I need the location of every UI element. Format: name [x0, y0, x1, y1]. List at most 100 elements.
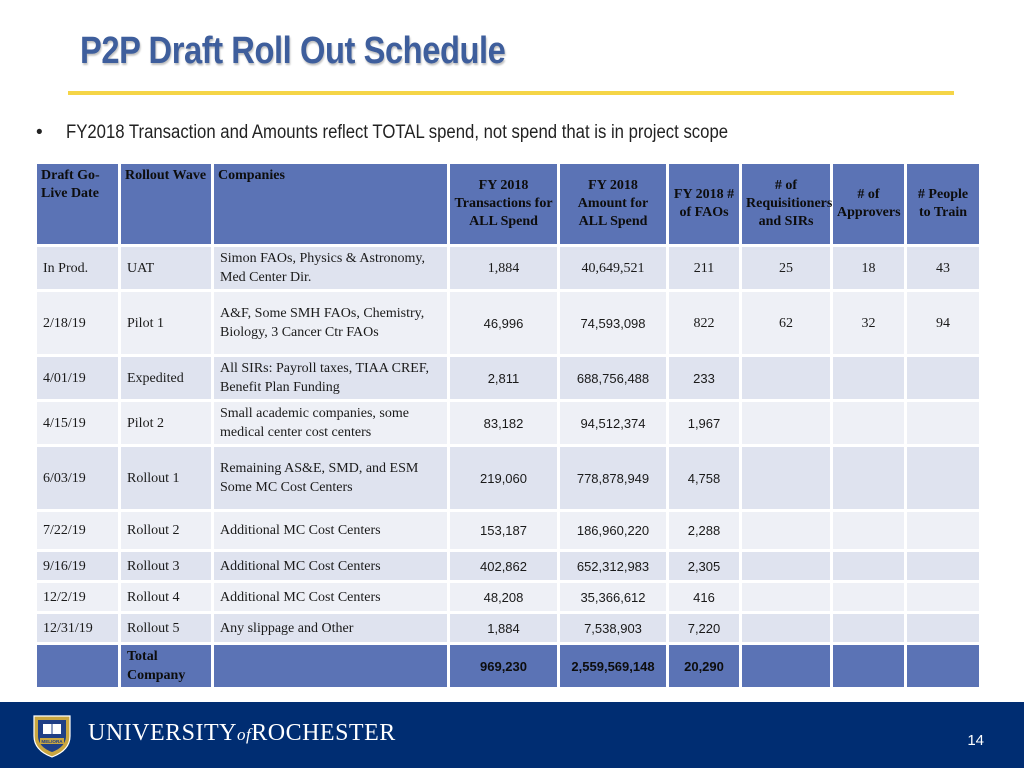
cell-total-label: Total Company [121, 645, 211, 687]
header-fy2018-amount: FY 2018 Amount for ALL Spend [560, 164, 666, 244]
header-draft-go-live-date: Draft Go-Live Date [37, 164, 118, 244]
cell-date: 7/22/19 [37, 512, 118, 549]
header-fy2018-faos: FY 2018 # of FAOs [669, 164, 739, 244]
companies-line: Remaining AS&E, SMD, and ESM [220, 461, 419, 476]
cell-requisitioners [742, 512, 830, 549]
table-row: 9/16/19 Rollout 3 Additional MC Cost Cen… [37, 552, 979, 580]
header-requisitioners: # of Requisitioners and SIRs [742, 164, 832, 244]
cell-companies: All SIRs: Payroll taxes, TIAA CREF, Bene… [214, 357, 447, 399]
logo-of: of [237, 725, 252, 744]
university-logo-wordmark: UNIVERSITYofROCHESTER [88, 720, 396, 747]
cell-transactions: 402,862 [450, 552, 557, 580]
cell-people-to-train [907, 512, 979, 549]
rollout-schedule-table: Draft Go-Live Date Rollout Wave Companie… [34, 161, 982, 690]
seal-text: MELIORA [41, 739, 63, 744]
cell-people-to-train: 43 [907, 247, 979, 289]
cell-faos: 4,758 [669, 447, 739, 509]
cell-date: 2/18/19 [37, 292, 118, 354]
table-row: 4/01/19 Expedited All SIRs: Payroll taxe… [37, 357, 979, 399]
cell-transactions: 46,996 [450, 292, 557, 354]
cell-faos: 416 [669, 583, 739, 611]
cell-total-amount: 2,559,569,148 [560, 645, 666, 687]
cell-faos: 7,220 [669, 614, 739, 642]
cell-amount: 35,366,612 [560, 583, 666, 611]
cell-date: 4/15/19 [37, 402, 118, 444]
logo-part1: UNIVERSITY [88, 720, 237, 746]
cell-date: 6/03/19 [37, 447, 118, 509]
cell-amount: 94,512,374 [560, 402, 666, 444]
table-row: 12/2/19 Rollout 4 Additional MC Cost Cen… [37, 583, 979, 611]
cell-companies: Simon FAOs, Physics & Astronomy, Med Cen… [214, 247, 447, 289]
table-row: 6/03/19 Rollout 1 Remaining AS&E, SMD, a… [37, 447, 979, 509]
cell-amount: 7,538,903 [560, 614, 666, 642]
cell-total-empty [833, 645, 904, 687]
cell-approvers: 18 [833, 247, 904, 289]
cell-companies: Additional MC Cost Centers [214, 512, 447, 549]
bullet-icon: • [36, 122, 43, 143]
cell-total-empty [37, 645, 118, 687]
cell-transactions: 1,884 [450, 247, 557, 289]
cell-amount: 778,878,949 [560, 447, 666, 509]
cell-faos: 1,967 [669, 402, 739, 444]
bullet-point: • FY2018 Transaction and Amounts reflect … [36, 122, 818, 144]
cell-faos: 2,288 [669, 512, 739, 549]
header-fy2018-transactions: FY 2018 Transactions for ALL Spend [450, 164, 557, 244]
cell-amount: 40,649,521 [560, 247, 666, 289]
cell-faos: 822 [669, 292, 739, 354]
header-rollout-wave: Rollout Wave [121, 164, 211, 244]
cell-requisitioners [742, 614, 830, 642]
cell-requisitioners: 25 [742, 247, 830, 289]
table-row: 4/15/19 Pilot 2 Small academic companies… [37, 402, 979, 444]
cell-companies: Any slippage and Other [214, 614, 447, 642]
title-underline [68, 91, 954, 95]
cell-date: 4/01/19 [37, 357, 118, 399]
cell-total-empty [214, 645, 447, 687]
cell-people-to-train [907, 402, 979, 444]
cell-wave: Rollout 2 [121, 512, 211, 549]
cell-transactions: 1,884 [450, 614, 557, 642]
bullet-text: FY2018 Transaction and Amounts reflect T… [66, 122, 729, 143]
table-header-row: Draft Go-Live Date Rollout Wave Companie… [37, 164, 979, 244]
header-companies: Companies [214, 164, 447, 244]
cell-wave: Rollout 4 [121, 583, 211, 611]
cell-approvers [833, 583, 904, 611]
cell-people-to-train [907, 552, 979, 580]
cell-date: In Prod. [37, 247, 118, 289]
cell-requisitioners: 62 [742, 292, 830, 354]
cell-faos: 233 [669, 357, 739, 399]
cell-transactions: 83,182 [450, 402, 557, 444]
cell-total-empty [907, 645, 979, 687]
footer-bar: MELIORA UNIVERSITYofROCHESTER 14 [0, 702, 1024, 768]
cell-people-to-train [907, 447, 979, 509]
total-row: Total Company 969,230 2,559,569,148 20,2… [37, 645, 979, 687]
cell-wave: Rollout 5 [121, 614, 211, 642]
cell-amount: 74,593,098 [560, 292, 666, 354]
cell-approvers [833, 552, 904, 580]
table-row: 2/18/19 Pilot 1 A&F, Some SMH FAOs, Chem… [37, 292, 979, 354]
cell-requisitioners [742, 552, 830, 580]
slide-title: P2P Draft Roll Out Schedule [80, 30, 506, 72]
cell-date: 9/16/19 [37, 552, 118, 580]
cell-amount: 652,312,983 [560, 552, 666, 580]
cell-wave: Expedited [121, 357, 211, 399]
cell-amount: 186,960,220 [560, 512, 666, 549]
cell-companies: Additional MC Cost Centers [214, 583, 447, 611]
header-people-to-train: # People to Train [907, 164, 979, 244]
cell-total-faos: 20,290 [669, 645, 739, 687]
cell-transactions: 219,060 [450, 447, 557, 509]
cell-amount: 688,756,488 [560, 357, 666, 399]
table-row: 12/31/19 Rollout 5 Any slippage and Othe… [37, 614, 979, 642]
university-seal-icon: MELIORA [33, 715, 71, 758]
cell-approvers [833, 512, 904, 549]
cell-requisitioners [742, 357, 830, 399]
cell-requisitioners [742, 583, 830, 611]
cell-total-empty [742, 645, 830, 687]
table-row: In Prod. UAT Simon FAOs, Physics & Astro… [37, 247, 979, 289]
cell-transactions: 2,811 [450, 357, 557, 399]
page-number: 14 [967, 732, 984, 749]
cell-approvers [833, 357, 904, 399]
cell-companies: Remaining AS&E, SMD, and ESM Some MC Cost… [214, 447, 447, 509]
cell-approvers: 32 [833, 292, 904, 354]
companies-line: Some MC Cost Centers [220, 480, 353, 495]
cell-people-to-train [907, 614, 979, 642]
